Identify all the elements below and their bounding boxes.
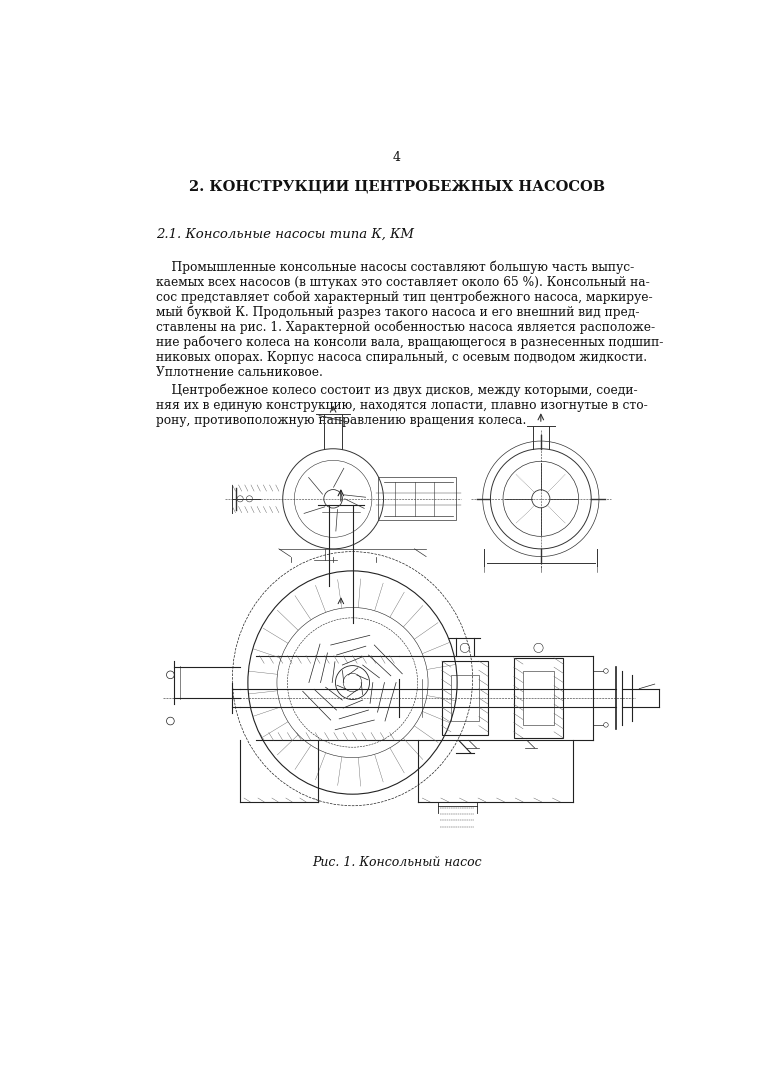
Text: сос представляет собой характерный тип центробежного насоса, маркируе-: сос представляет собой характерный тип ц… [156,291,653,305]
Text: Рис. 1. Консольный насос: Рис. 1. Консольный насос [312,856,481,869]
Text: Центробежное колесо состоит из двух дисков, между которыми, соеди-: Центробежное колесо состоит из двух диск… [156,383,638,397]
Text: Уплотнение сальниковое.: Уплотнение сальниковое. [156,366,324,379]
Text: мый буквой К. Продольный разрез такого насоса и его внешний вид пред-: мый буквой К. Продольный разрез такого н… [156,306,640,319]
Text: рону, противоположную направлению вращения колеса.: рону, противоположную направлению вращен… [156,414,527,427]
Bar [442,661,488,734]
Text: 2.1. Консольные насосы типа К, КМ: 2.1. Консольные насосы типа К, КМ [156,228,414,241]
Text: няя их в единую конструкцию, находятся лопасти, плавно изогнутые в сто-: няя их в единую конструкцию, находятся л… [156,399,648,411]
Text: 4: 4 [392,151,401,164]
Bar [451,675,479,721]
Text: каемых всех насосов (в штуках это составляет около 65 %). Консольный на-: каемых всех насосов (в штуках это состав… [156,275,650,288]
Text: 2. КОНСТРУКЦИИ ЦЕНТРОБЕЖНЫХ НАСОСОВ: 2. КОНСТРУКЦИИ ЦЕНТРОБЕЖНЫХ НАСОСОВ [189,179,604,193]
Bar [514,658,563,738]
Text: ставлены на рис. 1. Характерной особенностью насоса является расположе-: ставлены на рис. 1. Характерной особенно… [156,321,656,334]
Text: никовых опорах. Корпус насоса спиральный, с осевым подводом жидкости.: никовых опорах. Корпус насоса спиральный… [156,351,648,364]
Bar [523,671,554,725]
Text: ние рабочего колеса на консоли вала, вращающегося в разнесенных подшип-: ние рабочего колеса на консоли вала, вра… [156,336,664,349]
Text: Промышленные консольные насосы составляют большую часть выпус-: Промышленные консольные насосы составляю… [156,260,635,274]
Bar [378,477,456,521]
